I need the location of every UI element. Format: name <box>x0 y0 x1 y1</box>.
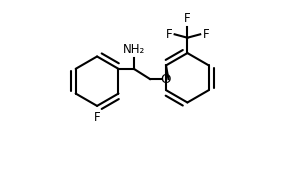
Text: NH₂: NH₂ <box>123 43 145 56</box>
Text: F: F <box>184 12 191 25</box>
Text: F: F <box>203 28 209 41</box>
Text: O: O <box>160 73 171 86</box>
Text: F: F <box>166 28 172 41</box>
Text: F: F <box>94 111 100 124</box>
